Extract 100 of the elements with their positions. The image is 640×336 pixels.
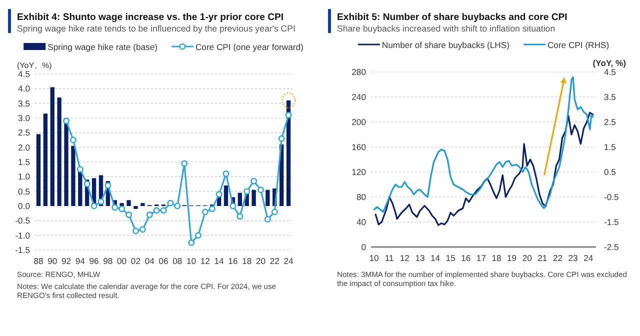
- point: [139, 226, 146, 233]
- line-series: [374, 112, 594, 226]
- point: [63, 118, 70, 124]
- x-tick-label: 13: [415, 253, 425, 263]
- legend-label: Core CPI (RHS): [547, 40, 610, 50]
- x-tick-label: 90: [48, 256, 58, 266]
- bar: [64, 118, 68, 206]
- bar: [266, 190, 270, 206]
- x-tick-label: 24: [284, 256, 294, 266]
- legend-label: Spring wage hike rate (base): [48, 42, 158, 52]
- y2-tick-label: 3.5: [604, 92, 616, 102]
- x-tick-label: 08: [172, 256, 182, 266]
- x-tick-label: 24: [584, 253, 594, 263]
- x-tick-label: 10: [369, 253, 380, 263]
- bar: [224, 185, 228, 206]
- y2-tick-label: 0.5: [604, 167, 616, 177]
- y-tick-label: 2.0: [18, 142, 30, 152]
- point: [264, 216, 271, 222]
- bar: [238, 192, 242, 206]
- y-tick-label: 80: [356, 192, 366, 202]
- point: [84, 180, 90, 188]
- y-tick-label: -1.5: [15, 245, 30, 255]
- point: [216, 191, 222, 198]
- x-tick-label: 14: [214, 256, 224, 266]
- point: [167, 200, 174, 206]
- x-tick-label: 12: [400, 253, 410, 263]
- chart-subtitle: Share buybacks increased with shift to inflation situation: [337, 24, 556, 34]
- point: [90, 202, 98, 210]
- x-tick-label: 20: [522, 253, 532, 263]
- bar: [36, 134, 41, 206]
- y-tick-label: 4.5: [18, 69, 30, 79]
- y-tick-label: 0.5: [18, 186, 30, 196]
- x-tick-label: 98: [103, 256, 113, 266]
- x-tick-label: 00: [117, 256, 127, 266]
- x-tick-label: 11: [384, 253, 394, 263]
- y2-tick-label: 1.5: [604, 142, 616, 152]
- legend-label: Core CPI (one year forward): [195, 42, 304, 52]
- x-tick-label: 94: [75, 256, 86, 266]
- point: [257, 186, 264, 194]
- y-tick-label: 120: [352, 167, 366, 177]
- y2-tick-label: 2.5: [604, 117, 616, 127]
- bar: [43, 114, 48, 206]
- bar: [252, 190, 256, 206]
- point: [153, 207, 160, 214]
- y-tick-label: 0: [361, 242, 366, 252]
- point: [132, 228, 139, 234]
- legend-label: Number of share buybacks (LHS): [382, 40, 510, 50]
- x-tick-label: 22: [552, 253, 563, 263]
- x-tick-label: 17: [476, 253, 486, 263]
- point: [222, 170, 230, 177]
- chart-subtitle: Spring wage hike rate tends to be influenced by the previous year's CPI: [17, 24, 296, 34]
- bar: [140, 203, 145, 206]
- x-tick-label: 21: [538, 253, 548, 263]
- y-tick-label: 3.5: [18, 98, 30, 108]
- point: [76, 166, 84, 173]
- y2-axis-title: (YoY, %): [592, 58, 626, 68]
- bar: [78, 170, 82, 206]
- bar: [126, 200, 131, 206]
- point: [181, 160, 188, 167]
- x-tick-label: 14: [430, 253, 440, 263]
- x-tick-label: 22: [270, 256, 280, 266]
- y-tick-label: -1.0: [15, 230, 30, 240]
- x-tick-label: 88: [34, 256, 44, 266]
- point: [188, 239, 195, 246]
- chart-title: Exhibit 5: Number of share buybacks and core CPI: [337, 12, 568, 23]
- bar: [71, 146, 76, 206]
- point: [98, 198, 104, 205]
- point: [285, 112, 292, 118]
- point: [236, 213, 244, 220]
- x-tick-label: 10: [186, 256, 196, 266]
- point: [126, 212, 132, 218]
- point: [70, 136, 76, 144]
- point: [278, 135, 285, 142]
- y2-tick-label: -2.5: [604, 242, 620, 252]
- x-tick-label: 16: [228, 256, 238, 266]
- x-tick-label: 19: [507, 253, 517, 263]
- y-tick-label: 4.0: [18, 84, 30, 94]
- point: [118, 206, 126, 212]
- y-tick-label: 40: [356, 217, 366, 227]
- x-tick-label: 16: [461, 253, 471, 263]
- x-tick-label: 15: [446, 253, 456, 263]
- point: [250, 178, 258, 184]
- point: [244, 188, 250, 195]
- point: [174, 202, 181, 210]
- x-tick-label: 02: [130, 256, 141, 266]
- x-tick-label: 18: [492, 253, 502, 263]
- y2-tick-label: -0.5: [604, 192, 620, 202]
- x-tick-label: 04: [144, 256, 155, 266]
- y-tick-label: -0.5: [15, 216, 30, 226]
- point: [112, 204, 118, 211]
- line-series: [373, 76, 594, 213]
- point: [230, 202, 236, 210]
- y-tick-label: 160: [352, 142, 366, 152]
- y-tick-label: 280: [352, 67, 366, 77]
- bar: [120, 203, 124, 206]
- point: [194, 232, 202, 239]
- y-tick-label: 1.0: [18, 172, 30, 182]
- y2-tick-label: 4.5: [604, 67, 616, 77]
- y-axis-title: (YoY、%): [17, 61, 52, 70]
- x-tick-label: 92: [61, 256, 72, 266]
